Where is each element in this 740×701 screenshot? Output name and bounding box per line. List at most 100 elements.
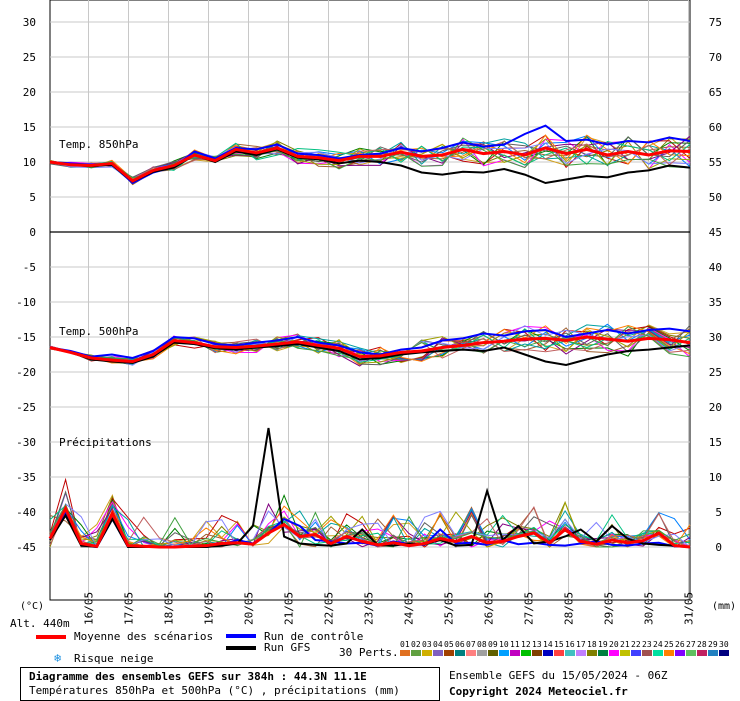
- legend-snow-label: Risque neige: [74, 652, 154, 665]
- footer-title: Diagramme des ensembles GEFS sur 384h : …: [29, 670, 367, 683]
- pert-color-swatch: [510, 650, 520, 656]
- pert-number: 24: [653, 640, 663, 649]
- ensemble-t850-line: [49, 140, 691, 180]
- left-tick-label: -30: [16, 436, 36, 449]
- left-axis: 30 25 20 15 10 5 0 -5 -10 -15 -20 -25 -30 -35 -40 -45: [16, 16, 36, 554]
- date-tick-label: 20/05: [243, 592, 256, 625]
- series-t500-line: [49, 335, 691, 364]
- right-tick-label: 55: [709, 156, 722, 169]
- pert-number: 22: [631, 640, 641, 649]
- pert-color-swatch: [433, 650, 443, 656]
- left-tick-label: 15: [23, 121, 36, 134]
- pert-color-swatch: [466, 650, 476, 656]
- footer-run: Ensemble GEFS du 15/05/2024 - 06Z: [449, 669, 668, 682]
- date-tick-label: 29/05: [603, 592, 616, 625]
- pert-color-swatch: [653, 650, 663, 656]
- pert-number: 26: [675, 640, 685, 649]
- right-tick-label: 40: [709, 261, 722, 274]
- pert-color-swatch: [455, 650, 465, 656]
- legend-gfs-label: Run GFS: [264, 641, 311, 654]
- date-tick-label: 17/05: [123, 592, 136, 625]
- grid: [50, 0, 690, 600]
- date-tick-label: 21/05: [283, 592, 296, 625]
- date-tick-label: 30/05: [643, 592, 656, 625]
- date-tick-label: 28/05: [563, 592, 576, 625]
- footer-copyright: Copyright 2024 Meteociel.fr: [449, 685, 628, 698]
- legend-perts-label: 30 Perts.: [339, 646, 399, 659]
- pert-number: 02: [411, 640, 421, 649]
- ensemble-precip-line: [49, 490, 691, 548]
- legend-control-label: Run de contrôle: [264, 630, 364, 643]
- left-tick-label: -45: [16, 541, 36, 554]
- panel-label-t500: Temp. 500hPa: [59, 325, 139, 338]
- right-tick-label: 10: [709, 471, 722, 484]
- left-tick-label: -5: [23, 261, 36, 274]
- pert-color-swatch: [532, 650, 542, 656]
- right-tick-label: 30: [709, 331, 722, 344]
- left-tick-label: 20: [23, 86, 36, 99]
- pert-number: 20: [609, 640, 619, 649]
- series-t500-line: [49, 327, 691, 360]
- legend-mean-label: Moyenne des scénarios: [74, 630, 214, 643]
- pert-number: 05: [444, 640, 454, 649]
- left-tick-label: -25: [16, 401, 36, 414]
- pert-color-swatch: [686, 650, 696, 656]
- pert-number: 18: [587, 640, 597, 649]
- pert-color-swatch: [521, 650, 531, 656]
- pert-number: 16: [565, 640, 575, 649]
- pert-color-swatch: [411, 650, 421, 656]
- right-tick-label: 0: [715, 541, 722, 554]
- pert-color-swatch: [609, 650, 619, 656]
- pert-color-swatch: [422, 650, 432, 656]
- left-tick-label: -20: [16, 366, 36, 379]
- pert-number: 27: [686, 640, 696, 649]
- plot-area: [49, 0, 691, 601]
- pert-color-swatch: [631, 650, 641, 656]
- left-tick-label: -15: [16, 331, 36, 344]
- right-unit: (mm): [712, 601, 737, 612]
- left-tick-label: 10: [23, 156, 36, 169]
- pert-number: 11: [510, 640, 520, 649]
- date-tick-label: 23/05: [363, 592, 376, 625]
- pert-color-swatch: [664, 650, 674, 656]
- pert-number: 25: [664, 640, 674, 649]
- pert-number: 28: [697, 640, 707, 649]
- pert-color-swatch: [444, 650, 454, 656]
- panel-label-precip: Précipitations: [59, 436, 152, 449]
- pert-number: 04: [433, 640, 443, 649]
- pert-number: 17: [576, 640, 586, 649]
- pert-number: 01: [400, 640, 410, 649]
- pert-color-swatch: [587, 650, 597, 656]
- panel-label-t850: Temp. 850hPa: [59, 138, 139, 151]
- right-tick-label: 25: [709, 366, 722, 379]
- series-precip-line: [48, 505, 691, 549]
- right-tick-label: 70: [709, 51, 722, 64]
- pert-color-swatch: [554, 650, 564, 656]
- legend-control-line: [226, 634, 256, 638]
- pert-number: 06: [455, 640, 465, 649]
- pert-number: 29: [708, 640, 718, 649]
- pert-number: 30: [719, 640, 729, 649]
- date-tick-label: 27/05: [523, 592, 536, 625]
- ensemble-precip-line: [49, 503, 691, 548]
- snowflake-icon: ❄: [54, 651, 62, 665]
- pert-number: 14: [543, 640, 553, 649]
- pert-color-swatch: [708, 650, 718, 656]
- pert-color-swatch: [576, 650, 586, 656]
- main-series: [48, 124, 691, 549]
- legend-mean-line: [36, 635, 66, 639]
- pert-number: 10: [499, 640, 509, 649]
- right-tick-label: 50: [709, 191, 722, 204]
- pert-number: 21: [620, 640, 630, 649]
- pert-color-swatch: [477, 650, 487, 656]
- altitude-label: Alt. 440m: [10, 617, 70, 630]
- right-tick-label: 45: [709, 226, 722, 239]
- left-tick-label: -40: [16, 506, 36, 519]
- pert-color-swatch: [565, 650, 575, 656]
- series-t500-line: [49, 341, 691, 367]
- left-tick-label: 30: [23, 16, 36, 29]
- pert-number: 03: [422, 640, 432, 649]
- date-tick-label: 16/05: [83, 592, 96, 625]
- left-tick-label: 0: [29, 226, 36, 239]
